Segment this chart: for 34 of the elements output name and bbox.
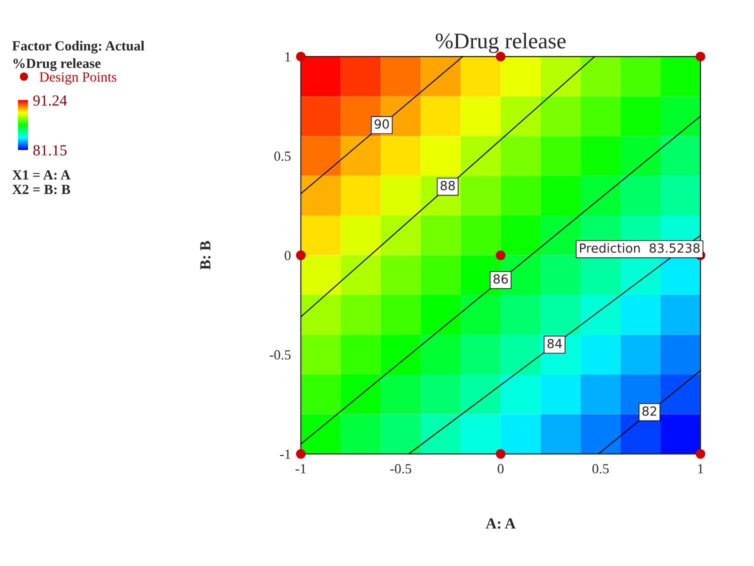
series-label: 82 xyxy=(642,406,656,416)
text: Factor Coding: Actual xyxy=(12,40,144,54)
series-label: 86 xyxy=(494,274,508,284)
y-tick-label: -0.5 xyxy=(270,350,291,360)
y-tick-label: 1 xyxy=(285,52,290,62)
legend-label: Design Points xyxy=(40,72,116,84)
y-tick-label: 0 xyxy=(284,250,291,260)
chart-title: %Drug release xyxy=(436,32,566,54)
color-bar-label: 81.15 xyxy=(33,145,67,156)
color-bar-title: %Drug release xyxy=(13,58,101,71)
text: X1 = A: A xyxy=(12,170,70,180)
point xyxy=(696,52,706,62)
series-label: 90 xyxy=(374,119,389,129)
y-tick-label: -1 xyxy=(280,450,290,459)
series-label: 88 xyxy=(440,180,455,190)
y-tick-label: 0.5 xyxy=(274,152,291,161)
point xyxy=(296,449,306,459)
series-label: 84 xyxy=(548,338,562,348)
y-axis-title: B: B xyxy=(200,241,211,270)
point xyxy=(696,449,706,459)
annotation: Prediction 83.5238 xyxy=(580,243,700,253)
x-tick-label: 0 xyxy=(498,464,504,474)
point xyxy=(496,449,506,459)
x-tick-label: -0.5 xyxy=(390,464,412,474)
point xyxy=(496,250,506,260)
point xyxy=(496,52,506,62)
text: X2 = B: B xyxy=(12,184,70,194)
point xyxy=(296,250,306,260)
point xyxy=(296,52,306,62)
x-tick-label: -1 xyxy=(296,464,306,474)
x-tick-label: 0.5 xyxy=(592,464,609,474)
x-axis-title: A: A xyxy=(486,518,516,529)
x-tick-label: 1 xyxy=(698,464,704,474)
color-bar-label: 91.24 xyxy=(33,95,67,106)
